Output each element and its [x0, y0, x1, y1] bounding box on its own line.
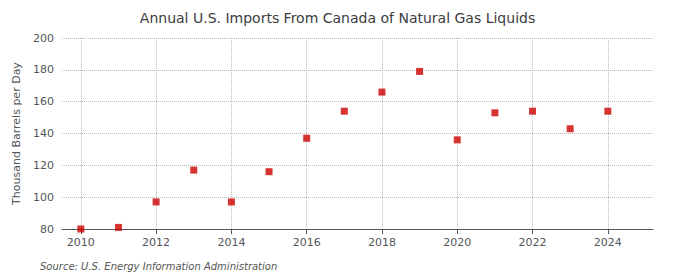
svg-text:100: 100 [33, 191, 54, 204]
svg-text:140: 140 [33, 127, 54, 140]
svg-text:80: 80 [40, 223, 54, 236]
svg-text:2014: 2014 [217, 236, 245, 249]
svg-text:2024: 2024 [594, 236, 622, 249]
svg-text:Source: U.S. Energy Informatio: Source: U.S. Energy Information Administ… [40, 261, 277, 272]
svg-text:Annual U.S. Imports From Canad: Annual U.S. Imports From Canada of Natur… [140, 10, 535, 26]
svg-text:Thousand Barrels per Day: Thousand Barrels per Day [10, 62, 23, 206]
svg-text:2020: 2020 [443, 236, 471, 249]
svg-text:2016: 2016 [293, 236, 321, 249]
svg-text:200: 200 [33, 32, 54, 45]
svg-text:2018: 2018 [368, 236, 396, 249]
svg-text:2010: 2010 [67, 236, 95, 249]
svg-text:160: 160 [33, 95, 54, 108]
svg-text:180: 180 [33, 63, 54, 76]
svg-text:2012: 2012 [142, 236, 170, 249]
svg-text:2022: 2022 [519, 236, 547, 249]
svg-text:120: 120 [33, 159, 54, 172]
